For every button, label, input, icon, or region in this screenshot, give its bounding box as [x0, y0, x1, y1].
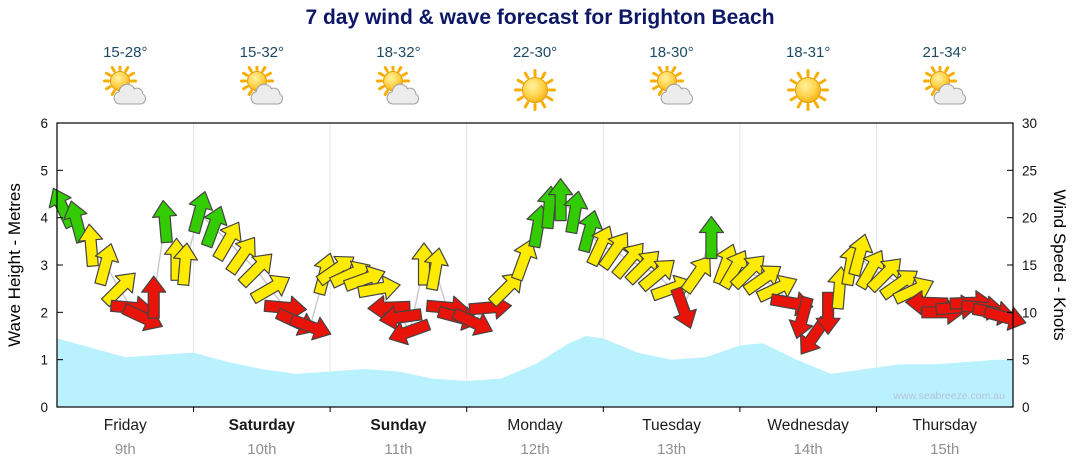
weather-icon-sunny	[511, 66, 559, 114]
watermark: www.seabreeze.com.au	[893, 390, 1006, 402]
day-name-label: Thursday	[912, 417, 978, 434]
day-date-label: 11th	[384, 441, 413, 458]
svg-text:10: 10	[1022, 305, 1037, 320]
day-date-label: 9th	[114, 441, 136, 458]
x-axis-ticks	[193, 407, 877, 412]
wind-speed-arrows	[48, 178, 1027, 355]
svg-text:25: 25	[1022, 163, 1037, 178]
left-axis-tick-labels: 0 1 2 3 4 5 6	[40, 116, 48, 415]
day-date-label: 10th	[247, 441, 277, 458]
sun-icon	[514, 69, 556, 111]
temperature-range: 21-34°	[922, 44, 967, 61]
day-name-label: Saturday	[228, 417, 296, 434]
temperature-range: 15-28°	[103, 44, 148, 61]
sun-icon	[787, 69, 830, 111]
temperature-range: 18-31°	[785, 44, 831, 61]
svg-text:15: 15	[1022, 258, 1037, 273]
svg-text:4: 4	[40, 211, 48, 226]
cloud-icon	[387, 83, 420, 105]
day-date-label: 13th	[656, 441, 687, 458]
weather-icon-partly-cloudy	[921, 64, 969, 114]
weather-icon-partly-cloudy	[238, 64, 286, 114]
svg-text:0: 0	[1022, 400, 1030, 415]
weather-icon-sunny	[784, 66, 832, 114]
right-axis-ticks	[1007, 169, 1013, 361]
svg-text:20: 20	[1022, 211, 1037, 226]
right-axis-title: Wind Speed - Knots	[1050, 189, 1069, 341]
svg-text:5: 5	[40, 163, 48, 178]
cloud-icon	[660, 83, 693, 105]
right-axis-tick-labels: 0 5 10 15 20 25 30	[1022, 116, 1037, 415]
wave-height-area	[57, 336, 1013, 407]
cloud-icon	[933, 83, 966, 105]
svg-text:5: 5	[1022, 353, 1030, 368]
temperature-range: 22-30°	[512, 44, 558, 61]
temperature-range: 18-32°	[376, 44, 421, 61]
day-name-label: Tuesday	[642, 417, 701, 434]
svg-text:3: 3	[40, 258, 48, 273]
day-date-label: 12th	[520, 441, 550, 458]
weather-icon-partly-cloudy	[101, 64, 149, 114]
svg-text:1: 1	[40, 353, 48, 368]
weather-icon-partly-cloudy	[648, 64, 696, 114]
page-title: 7 day wind & wave forecast for Brighton …	[305, 6, 775, 29]
svg-text:30: 30	[1022, 116, 1037, 131]
cloud-icon	[250, 83, 283, 105]
day-name-label: Friday	[103, 417, 147, 434]
day-date-label: 15th	[930, 441, 960, 458]
day-name-label: Sunday	[370, 417, 427, 434]
left-axis-title: Wave Height - Metres	[5, 183, 24, 347]
temperature-range: 15-32°	[239, 44, 285, 61]
temperature-range: 18-30°	[649, 44, 694, 61]
svg-text:0: 0	[40, 400, 48, 415]
day-date-label: 14th	[793, 441, 823, 458]
svg-text:2: 2	[40, 305, 48, 320]
day-name-label: Monday	[507, 417, 563, 434]
weather-icon-partly-cloudy	[374, 64, 422, 114]
svg-text:6: 6	[40, 116, 48, 131]
cloud-icon	[113, 83, 147, 105]
day-name-label: Wednesday	[767, 417, 849, 434]
left-axis-ticks	[57, 169, 63, 361]
